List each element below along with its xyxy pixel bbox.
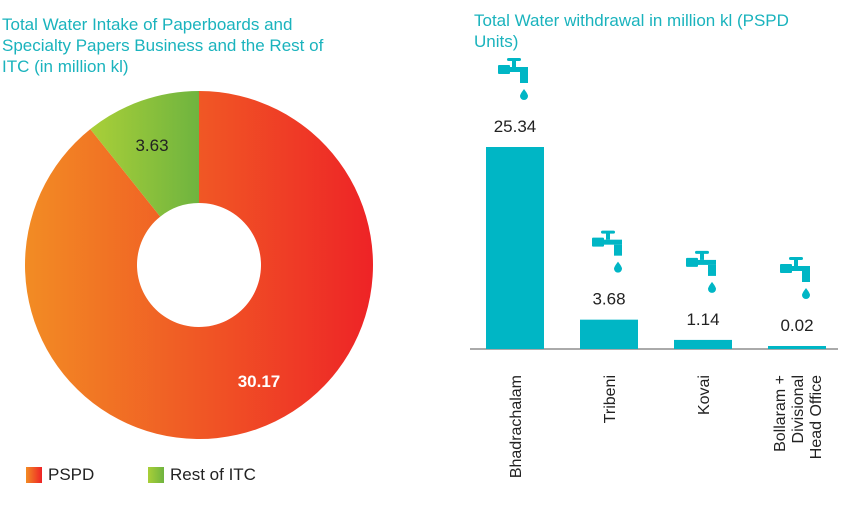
water-tap-icon — [686, 250, 716, 293]
pie-label-rest-of-itc: 3.63 — [135, 136, 168, 155]
bar-bollaram-divisional-head-office — [768, 346, 826, 349]
water-tap-icon — [780, 257, 810, 299]
legend-label-pspd: PSPD — [48, 465, 95, 484]
legend-swatch-pspd — [26, 467, 42, 483]
bar-chart-title: Total Water withdrawal in million kl (PS… — [474, 11, 789, 51]
bar-value-label-bollaram-divisional-head-office: 0.02 — [780, 316, 813, 335]
legend-item-rest-of-itc: Rest of ITC — [148, 465, 256, 485]
bar-chart: 25.34 Bhadrachalam 3.68 Tribeni 1.14 Kovai 0.0… — [470, 58, 838, 478]
donut-chart: 30.17 3.63 — [24, 91, 373, 440]
bar-value-label-kovai: 1.14 — [686, 310, 719, 329]
legend-item-pspd: PSPD — [26, 465, 94, 485]
bar-kovai — [674, 339, 732, 349]
bar-value-label-bhadrachalam: 25.34 — [494, 117, 537, 136]
bar-bhadrachalam — [486, 147, 544, 349]
legend-label-rest-of-itc: Rest of ITC — [170, 465, 256, 484]
legend-swatch-rest-of-itc — [148, 467, 164, 483]
water-tap-icon — [592, 230, 622, 273]
pie-label-pspd: 30.17 — [238, 372, 281, 391]
pie-slice-pspd — [24, 91, 373, 440]
bar-value-label-tribeni: 3.68 — [592, 290, 625, 309]
bar-tribeni — [580, 319, 638, 349]
donut-chart-title: Total Water Intake of Paperboards and Sp… — [2, 15, 324, 76]
water-tap-icon — [498, 58, 528, 100]
category-label-tribeni: Tribeni — [602, 375, 619, 423]
category-label-bhadrachalam: Bhadrachalam — [508, 375, 525, 478]
category-label-bollaram-divisional-head-office: Bollaram +DivisionalHead Office — [772, 375, 825, 459]
pie-slice-rest-of-itc — [90, 91, 199, 217]
category-label-kovai: Kovai — [696, 375, 713, 415]
